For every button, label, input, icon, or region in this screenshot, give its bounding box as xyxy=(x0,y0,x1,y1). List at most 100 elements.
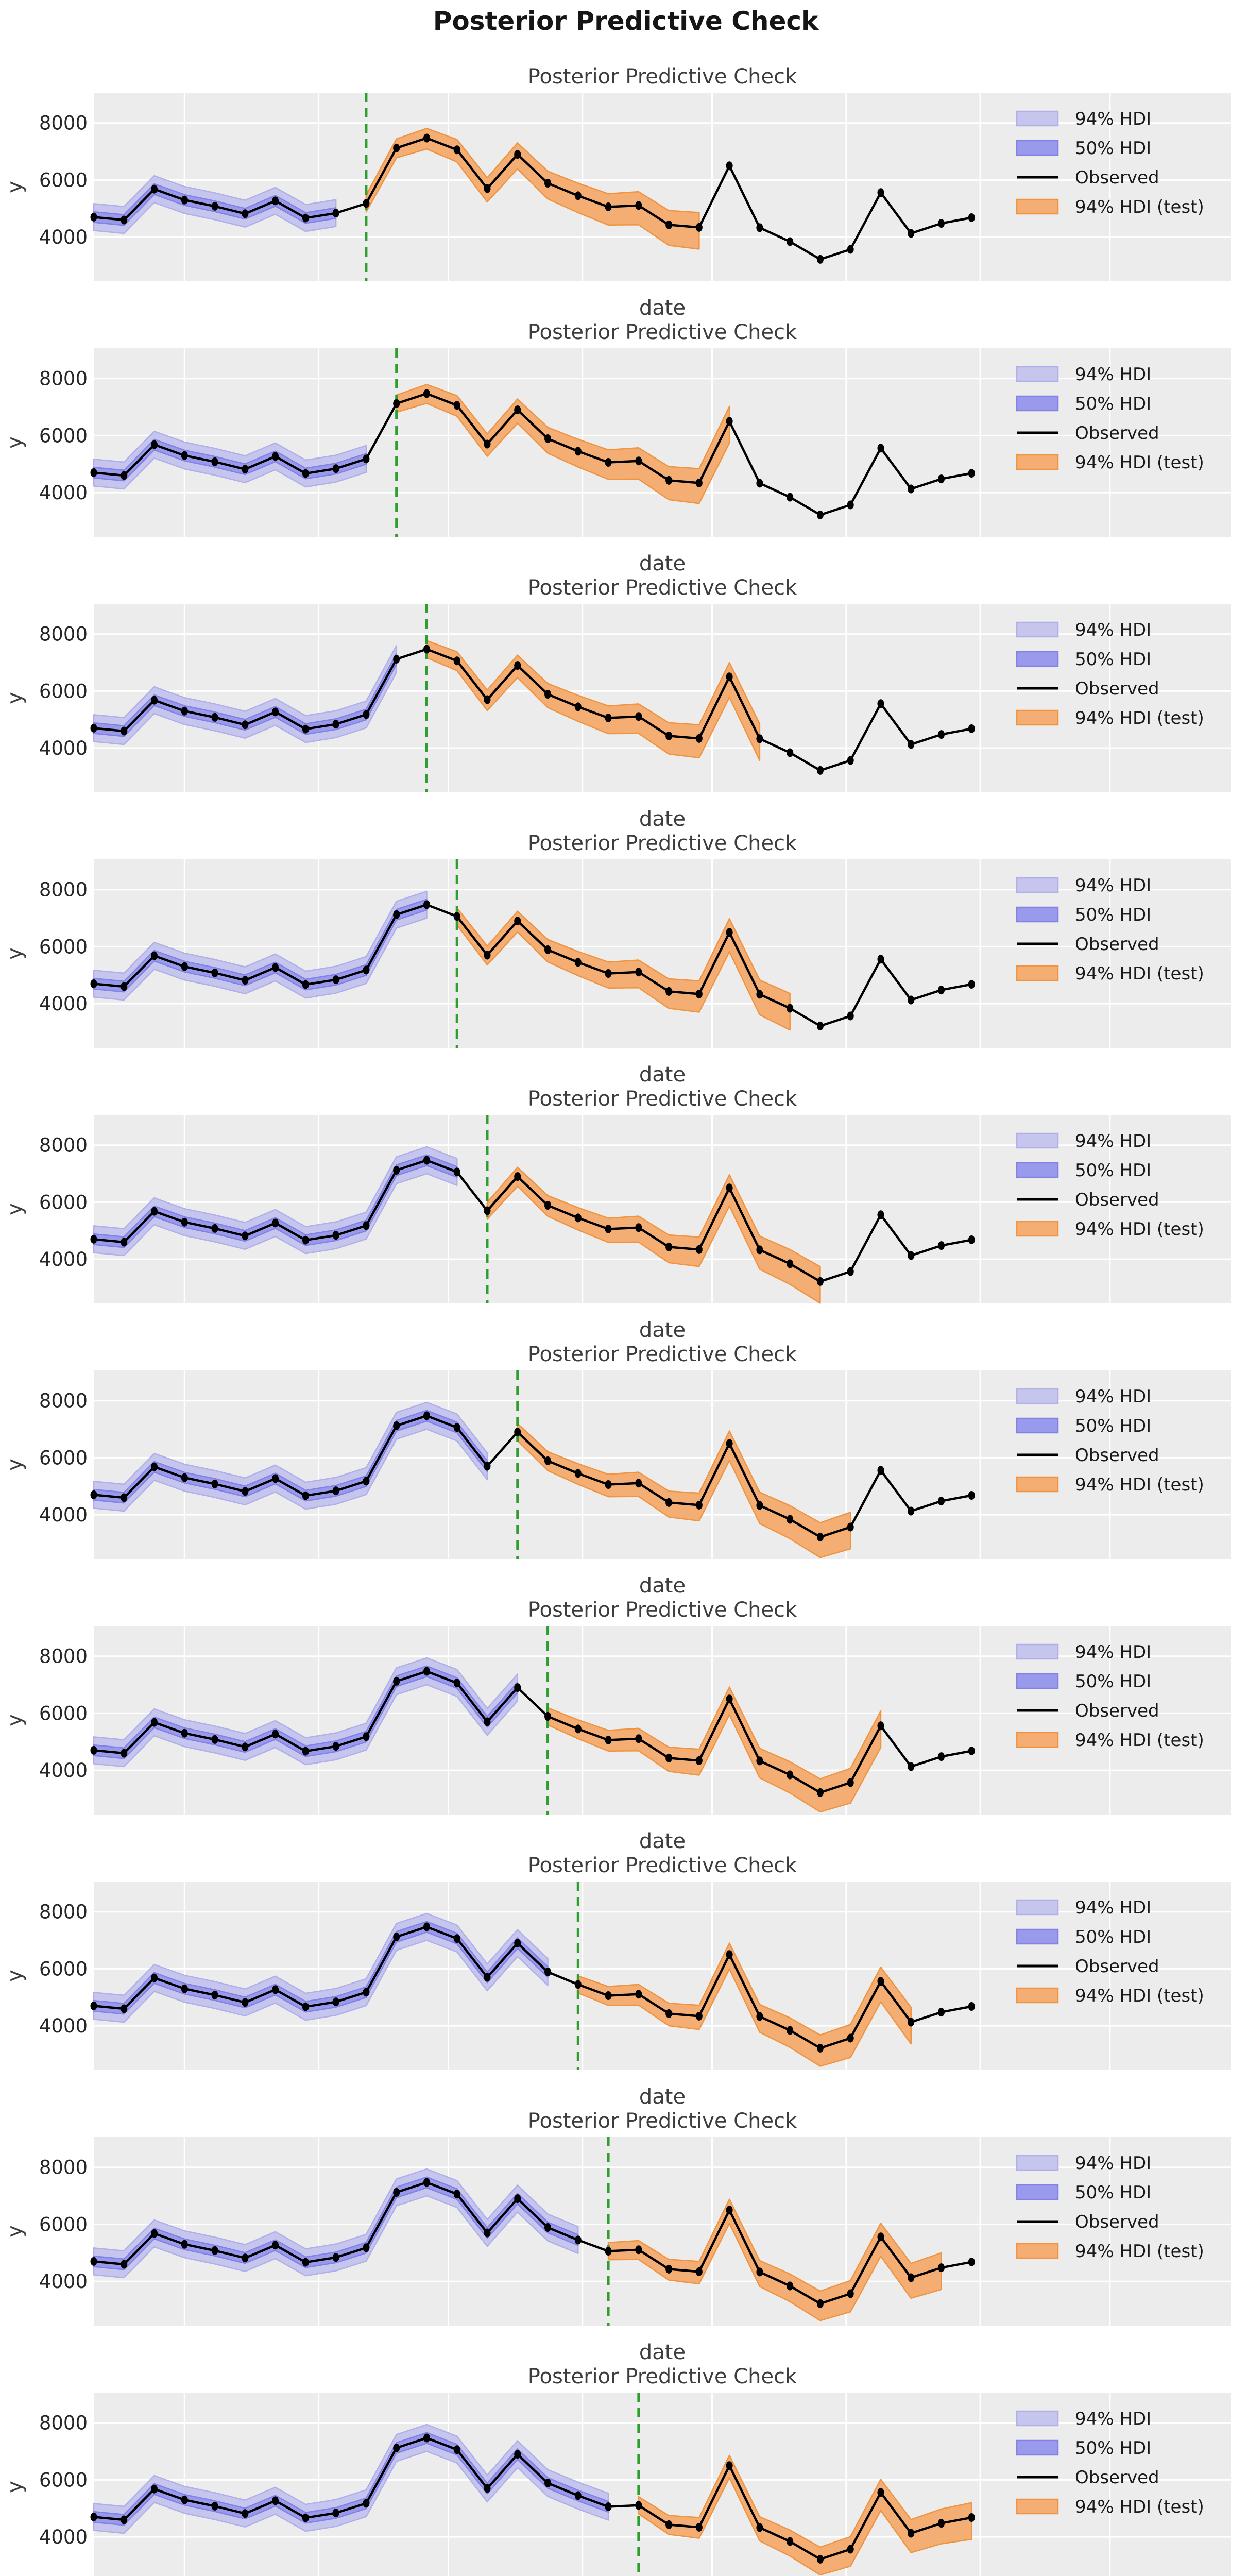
observed-point xyxy=(787,1004,794,1013)
observed-point xyxy=(908,995,915,1005)
axes-background xyxy=(94,1115,1231,1303)
observed-point xyxy=(514,661,521,670)
observed-point xyxy=(181,1217,188,1227)
legend-label: 94% HDI (test) xyxy=(1075,2497,1204,2517)
observed-point xyxy=(574,1724,582,1734)
observed-point xyxy=(453,2190,460,2199)
observed-point xyxy=(423,1411,430,1420)
y-tick-label: 4000 xyxy=(39,226,88,248)
x-axis-label: date xyxy=(639,1318,686,1342)
observed-point xyxy=(514,1172,521,1181)
legend-label: Observed xyxy=(1075,2212,1159,2232)
observed-point xyxy=(211,1224,218,1233)
observed-point xyxy=(938,1497,945,1506)
y-tick-label: 4000 xyxy=(39,2015,88,2037)
observed-point xyxy=(181,195,188,205)
observed-point xyxy=(302,724,309,734)
legend-label: Observed xyxy=(1075,1445,1159,1466)
y-tick-label: 6000 xyxy=(39,169,88,191)
observed-point xyxy=(242,1231,249,1241)
test-hdi-band xyxy=(365,127,700,250)
legend-swatch-hdi94 xyxy=(1016,110,1059,127)
observed-point xyxy=(877,444,884,453)
observed-point xyxy=(847,2289,854,2298)
observed-point xyxy=(151,1718,158,1727)
observed-point xyxy=(514,2450,521,2459)
legend-label: 50% HDI xyxy=(1075,1671,1151,1692)
observed-point xyxy=(908,1251,915,1260)
observed-point xyxy=(151,696,158,705)
observed-point xyxy=(484,184,491,193)
observed-point xyxy=(121,982,128,991)
legend-label: Observed xyxy=(1075,1956,1159,1977)
legend: 94% HDI 50% HDI Observed 94% HDI (test) xyxy=(1016,1642,1204,1751)
y-tick-label: 4000 xyxy=(39,1504,88,1526)
observed-point xyxy=(756,2267,763,2277)
observed-point xyxy=(726,2461,733,2470)
observed-point xyxy=(816,1788,824,1797)
observed-point xyxy=(605,1735,612,1744)
observed-point xyxy=(968,1747,975,1756)
legend: 94% HDI 50% HDI Observed 94% HDI (test) xyxy=(1016,1386,1204,1495)
observed-line xyxy=(92,1414,973,1538)
legend-swatch-hdi94 xyxy=(1016,2155,1059,2171)
observed-line xyxy=(92,1925,973,2049)
observed-point xyxy=(635,712,642,721)
observed-point xyxy=(181,962,188,971)
y-tick-label: 6000 xyxy=(39,2469,88,2491)
legend-swatch-hdi94 xyxy=(1016,2410,1059,2427)
observed-point xyxy=(363,2243,370,2252)
observed-point xyxy=(332,464,339,473)
legend-label: 94% HDI xyxy=(1075,2409,1151,2429)
observed-point xyxy=(726,1694,733,1704)
observed-point xyxy=(847,1011,854,1021)
legend-swatch-hdi94-test xyxy=(1016,1221,1059,1237)
legend: 94% HDI 50% HDI Observed 94% HDI (test) xyxy=(1016,364,1204,473)
y-tick-label: 4000 xyxy=(39,2526,88,2548)
subplot-title: Posterior Predictive Check xyxy=(528,2109,797,2133)
observed-point xyxy=(665,731,673,740)
observed-point xyxy=(363,1988,370,1997)
observed-point xyxy=(121,215,128,225)
subplot-title: Posterior Predictive Check xyxy=(528,576,797,600)
observed-line xyxy=(92,2436,973,2561)
subplot-1: Posterior Predictive Check 4000 6000 8000 y d… xyxy=(3,65,1231,320)
observed-point xyxy=(726,417,733,426)
legend-label: 50% HDI xyxy=(1075,649,1151,670)
observed-point xyxy=(938,1241,945,1250)
observed-point xyxy=(908,229,915,238)
legend-label: Observed xyxy=(1075,167,1159,188)
observed-point xyxy=(484,1462,491,1471)
observed-point xyxy=(484,1206,491,1215)
observed-point xyxy=(635,2245,642,2255)
axes-background xyxy=(94,2137,1231,2326)
legend-label: 50% HDI xyxy=(1075,1160,1151,1181)
observed-point xyxy=(635,1734,642,1743)
observed-point xyxy=(695,223,703,232)
observed-point xyxy=(847,1522,854,1532)
observed-point xyxy=(121,2515,128,2524)
observed-point xyxy=(332,2509,339,2518)
observed-point xyxy=(574,2491,582,2500)
observed-point xyxy=(514,1939,521,1948)
observed-point xyxy=(968,469,975,478)
observed-point xyxy=(423,389,430,398)
hdi50-band xyxy=(93,899,428,993)
observed-line xyxy=(92,137,973,261)
observed-line xyxy=(92,2181,973,2305)
observed-point xyxy=(242,2253,249,2263)
observed-point xyxy=(90,212,97,222)
observed-point xyxy=(332,1486,339,1496)
observed-point xyxy=(423,2433,430,2443)
observed-point xyxy=(151,951,158,960)
observed-point xyxy=(393,2443,400,2452)
hdi94-band xyxy=(93,645,397,745)
legend-swatch-hdi94 xyxy=(1016,1899,1059,1916)
observed-point xyxy=(816,1021,824,1030)
legend-label: 50% HDI xyxy=(1075,2438,1151,2459)
observed-point xyxy=(302,2002,309,2011)
x-axis-label: date xyxy=(639,2341,686,2364)
observed-point xyxy=(393,654,400,664)
observed-point xyxy=(272,452,279,461)
observed-point xyxy=(242,976,249,985)
